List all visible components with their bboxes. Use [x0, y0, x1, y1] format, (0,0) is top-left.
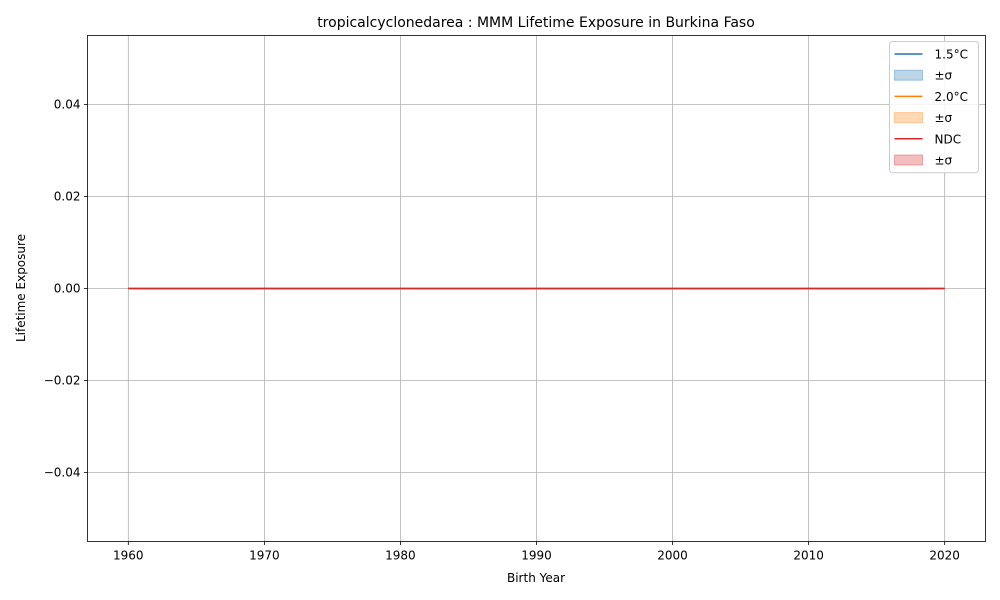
legend-box: [889, 41, 979, 174]
x-tick-label: 2010: [793, 549, 824, 563]
y-tick-label: 0.00: [54, 282, 81, 296]
y-axis-ticks: −0.04 −0.02 0.00 0.02 0.04: [44, 98, 88, 480]
legend-entry-band-0: ±σ: [894, 69, 953, 83]
legend-band-swatch: [894, 112, 923, 124]
legend-label: ±σ: [935, 111, 953, 125]
legend-entry-series-1: 2.0°C: [894, 90, 968, 104]
y-tick-label: 0.02: [54, 190, 81, 204]
y-tick-label: −0.02: [44, 374, 81, 388]
y-axis-label: Lifetime Exposure: [14, 234, 28, 342]
legend-label: ±σ: [935, 69, 953, 83]
x-axis-ticks: 1960 1970 1980 1990 2000 2010 2020: [113, 541, 960, 563]
legend-label: NDC: [935, 132, 962, 146]
x-tick-label: 1960: [113, 549, 144, 563]
legend-entry-series-0: 1.5°C: [894, 48, 968, 62]
x-tick-label: 1980: [385, 549, 416, 563]
legend-label: 2.0°C: [935, 90, 968, 104]
x-tick-label: 2000: [657, 549, 688, 563]
legend: 1.5°C ±σ 2.0°C ±σ NDC ±σ: [889, 41, 979, 174]
y-tick-label: −0.04: [44, 466, 81, 480]
x-tick-label: 2020: [929, 549, 960, 563]
legend-entry-series-2: NDC: [894, 132, 962, 146]
legend-entry-band-2: ±σ: [894, 154, 953, 168]
y-tick-label: 0.04: [54, 98, 81, 112]
legend-entry-band-1: ±σ: [894, 111, 953, 125]
chart-title: tropicalcyclonedarea : MMM Lifetime Expo…: [317, 15, 755, 31]
x-tick-label: 1970: [249, 549, 280, 563]
legend-band-swatch: [894, 69, 923, 81]
legend-band-swatch: [894, 154, 923, 166]
x-tick-label: 1990: [521, 549, 552, 563]
legend-label: ±σ: [935, 154, 953, 168]
x-axis-label: Birth Year: [507, 571, 565, 585]
legend-label: 1.5°C: [935, 48, 968, 62]
